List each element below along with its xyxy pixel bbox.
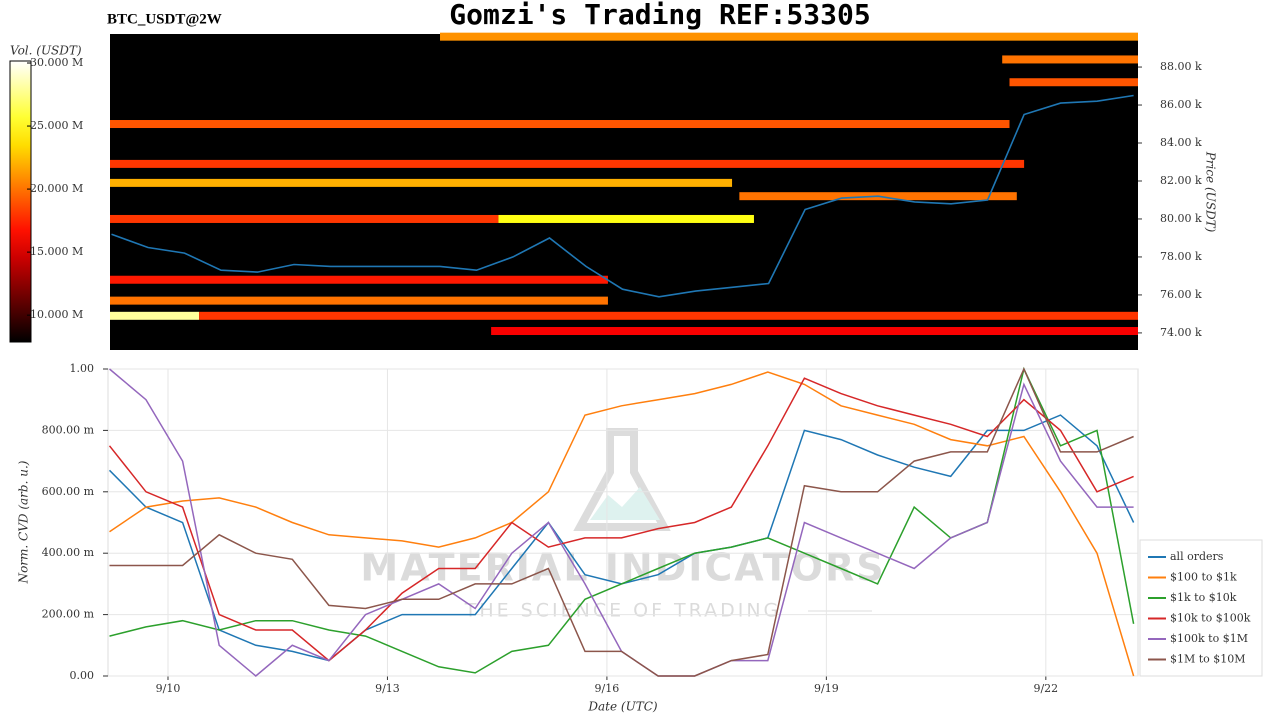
y-axis-label: Norm. CVD (arb. u.) (17, 460, 31, 584)
y-tick-label: 800.00 m (42, 423, 95, 436)
y-tick-label: 600.00 m (42, 485, 95, 498)
y-tick-label: 0.00 (70, 669, 95, 682)
y-tick-label: 82.00 k (1160, 174, 1202, 187)
colorbar-tick-label: 15.000 M (30, 245, 83, 258)
price-axis-label: Price (USDT) (1204, 151, 1218, 233)
price-line (111, 94, 1134, 298)
heatmap-band (110, 214, 499, 223)
series-line (109, 371, 1135, 677)
series-line (108, 377, 1134, 662)
heatmap-band (110, 275, 608, 284)
colorbar-tick-label: 30.000 M (30, 56, 83, 69)
legend-box (1139, 539, 1263, 677)
y-tick-label: 86.00 k (1160, 98, 1202, 111)
x-tick-label: 9/13 (375, 682, 400, 695)
x-tick-label: 9/19 (814, 682, 839, 695)
x-tick-label: 9/10 (156, 682, 181, 695)
heatmap-band (440, 32, 1138, 41)
colorbar-label: Vol. (USDT) (10, 44, 82, 58)
x-tick-label: 9/16 (595, 682, 620, 695)
legend-label: $100 to $1k (1170, 571, 1237, 584)
y-tick-label: 84.00 k (1160, 136, 1202, 149)
colorbar-tick-label: 20.000 M (30, 182, 83, 195)
y-tick-label: 400.00 m (42, 546, 95, 559)
y-tick-label: 76.00 k (1160, 288, 1202, 301)
y-tick-label: 1.00 (70, 362, 95, 375)
heatmap-band (1002, 55, 1138, 64)
heatmap-band (110, 120, 1010, 129)
heatmap-band (110, 296, 608, 305)
heatmap-band (110, 178, 733, 187)
heatmap-band (199, 311, 1139, 320)
watermark-subtext: THE SCIENCE OF TRADING (464, 600, 782, 622)
heatmap-band (491, 327, 1138, 336)
plot-background (107, 368, 1139, 677)
colorbar-tick-label: 25.000 M (30, 119, 83, 132)
instrument-label: BTC_USDT@2W (107, 11, 222, 27)
legend-label: $1M to $10M (1170, 653, 1246, 666)
x-tick-label: 9/22 (1033, 682, 1058, 695)
heatmap-band (498, 214, 754, 223)
y-tick-label: 88.00 k (1160, 60, 1202, 73)
legend-label: $1k to $10k (1170, 591, 1237, 604)
y-tick-label: 200.00 m (42, 608, 95, 621)
heatmap-band (110, 159, 1025, 168)
series-line (109, 367, 1134, 677)
x-axis-label: Date (UTC) (587, 700, 657, 714)
legend-label: $100k to $1M (1170, 632, 1248, 645)
colorbar (9, 60, 32, 343)
heatmap-band (1009, 78, 1138, 87)
heatmap-band (110, 311, 200, 320)
y-tick-label: 74.00 k (1160, 326, 1202, 339)
y-tick-label: 78.00 k (1160, 250, 1202, 263)
chart-title: Gomzi's Trading REF:53305 (449, 0, 870, 31)
legend-label: all orders (1170, 550, 1224, 563)
colorbar-tick-label: 10.000 M (30, 308, 83, 321)
y-tick-label: 80.00 k (1160, 212, 1202, 225)
legend-label: $10k to $100k (1170, 612, 1251, 625)
